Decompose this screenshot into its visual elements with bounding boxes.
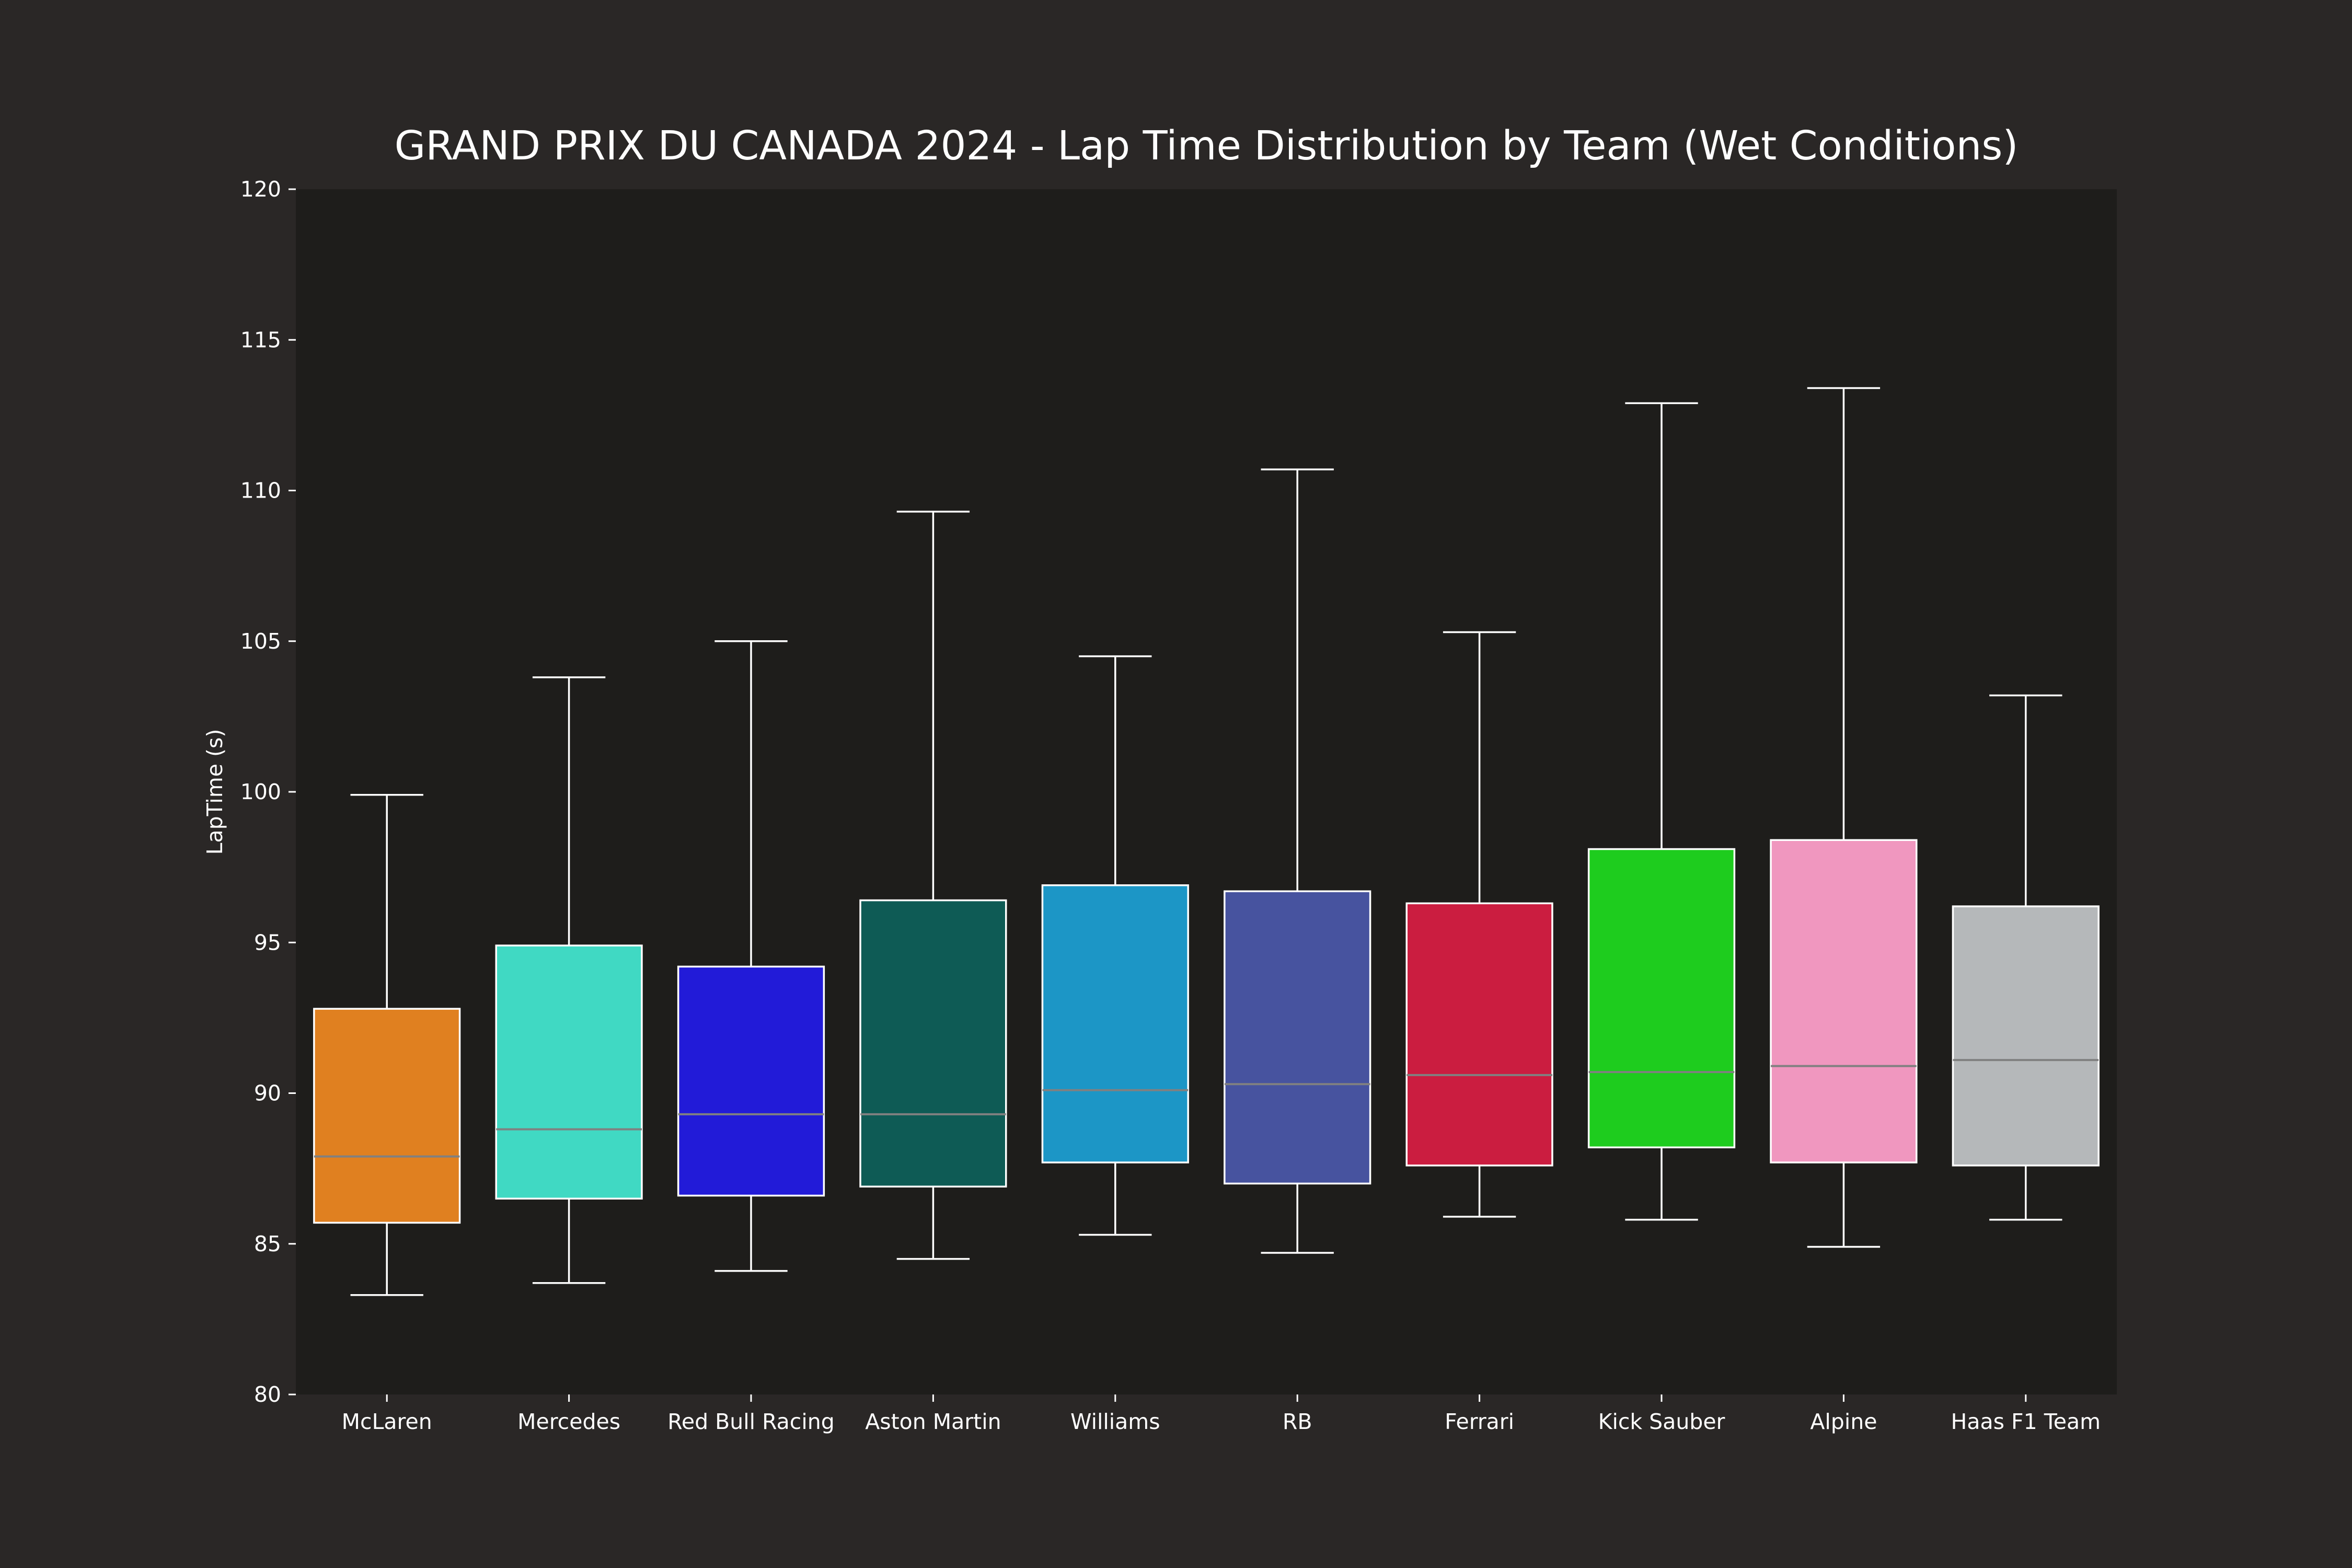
box-haas-f1-team xyxy=(1952,694,2100,1221)
box-red-bull-racing xyxy=(677,640,825,1272)
iqr-box xyxy=(495,944,643,1200)
iqr-box xyxy=(677,965,825,1197)
y-axis: 80 85 90 95 100 105 110 115 120 xyxy=(240,177,296,1407)
x-tick-label: RB xyxy=(1283,1409,1312,1434)
x-tick-label: Mercedes xyxy=(517,1409,620,1434)
box-kick-sauber xyxy=(1587,402,1736,1221)
iqr-box xyxy=(1952,905,2100,1167)
y-tick-label: 80 xyxy=(254,1382,281,1407)
iqr-box xyxy=(1770,839,1918,1163)
box-mclaren xyxy=(313,794,461,1296)
y-axis-label: LapTime (s) xyxy=(202,729,227,855)
iqr-box xyxy=(1587,848,1736,1149)
x-tick-label: McLaren xyxy=(342,1409,432,1434)
x-tick-label: Red Bull Racing xyxy=(667,1409,835,1434)
y-tick-label: 85 xyxy=(254,1231,281,1256)
box-rb xyxy=(1224,468,1371,1254)
y-tick-label: 95 xyxy=(254,930,281,955)
box-aston-martin xyxy=(859,511,1007,1260)
y-tick-label: 120 xyxy=(240,177,281,202)
x-tick-label: Haas F1 Team xyxy=(1951,1409,2101,1434)
box-ferrari xyxy=(1405,631,1553,1218)
x-tick-label: Williams xyxy=(1070,1409,1160,1434)
y-tick-label: 105 xyxy=(240,629,281,654)
x-tick-label: Kick Sauber xyxy=(1598,1409,1725,1434)
y-tick-label: 100 xyxy=(240,779,281,804)
iqr-box xyxy=(313,1008,461,1224)
y-tick-label: 115 xyxy=(240,327,281,352)
iqr-box xyxy=(859,899,1007,1187)
iqr-box xyxy=(1041,884,1189,1163)
box-mercedes xyxy=(495,676,643,1284)
chart-title: GRAND PRIX DU CANADA 2024 - Lap Time Dis… xyxy=(395,123,2019,169)
x-axis: McLaren Mercedes Red Bull Racing Aston Mart… xyxy=(342,1394,2101,1434)
iqr-box xyxy=(1224,890,1371,1185)
y-tick-label: 110 xyxy=(240,478,281,503)
box-williams xyxy=(1041,655,1189,1236)
x-tick-label: Ferrari xyxy=(1445,1409,1514,1434)
box-series xyxy=(313,387,2100,1296)
box-alpine xyxy=(1770,387,1918,1248)
x-tick-label: Aston Martin xyxy=(865,1409,1001,1434)
x-tick-label: Alpine xyxy=(1810,1409,1877,1434)
iqr-box xyxy=(1405,902,1553,1167)
y-tick-label: 90 xyxy=(254,1081,281,1106)
